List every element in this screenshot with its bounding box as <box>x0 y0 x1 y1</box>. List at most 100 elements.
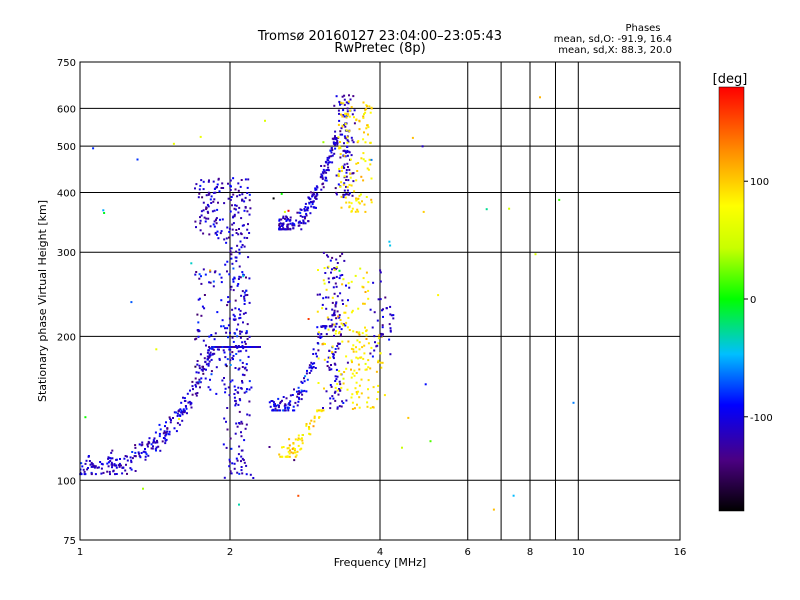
data-point <box>244 342 247 345</box>
data-point <box>240 469 243 472</box>
data-point <box>233 277 236 280</box>
data-point <box>217 201 219 204</box>
data-point <box>145 453 148 456</box>
data-point <box>225 237 228 240</box>
data-point <box>352 344 355 347</box>
data-point <box>341 283 344 286</box>
data-point <box>164 442 167 445</box>
data-point <box>223 351 226 354</box>
data-point <box>229 179 232 182</box>
data-point <box>228 300 231 303</box>
data-point <box>218 190 221 193</box>
data-point <box>353 369 356 372</box>
data-point <box>226 407 229 409</box>
data-point <box>300 380 303 383</box>
data-point <box>327 296 330 299</box>
data-point <box>159 428 162 431</box>
data-point <box>138 443 141 446</box>
data-point <box>345 169 348 171</box>
data-point <box>346 114 349 117</box>
data-point <box>238 410 241 413</box>
data-point <box>296 390 298 393</box>
data-point <box>367 396 370 399</box>
data-point <box>207 356 210 359</box>
data-point <box>212 346 215 348</box>
data-point <box>241 193 244 196</box>
data-point <box>382 333 384 336</box>
data-point <box>240 431 242 434</box>
data-point <box>363 302 366 305</box>
data-point <box>208 347 211 350</box>
data-point <box>331 314 334 317</box>
data-point <box>199 216 201 219</box>
data-point <box>275 404 278 407</box>
data-point <box>334 304 337 307</box>
data-point <box>299 438 302 441</box>
data-point <box>228 394 231 397</box>
data-point <box>198 367 201 370</box>
data-point <box>245 369 248 372</box>
data-point <box>336 407 339 410</box>
data-point <box>164 439 167 442</box>
data-point <box>281 225 284 227</box>
data-point <box>298 391 301 394</box>
data-point <box>334 325 337 328</box>
data-point <box>203 357 206 360</box>
data-point <box>342 324 345 327</box>
data-point <box>381 361 384 364</box>
data-point <box>296 211 299 214</box>
data-point <box>224 263 227 266</box>
data-point <box>292 409 294 412</box>
data-point <box>364 111 367 114</box>
data-point <box>248 414 251 417</box>
data-point <box>294 448 296 450</box>
data-point <box>235 422 238 425</box>
data-point <box>343 259 346 262</box>
data-point <box>366 105 368 108</box>
data-point <box>350 154 353 157</box>
data-point <box>322 279 325 282</box>
data-point <box>351 194 354 197</box>
data-point <box>324 179 327 182</box>
data-point <box>272 197 275 200</box>
data-point <box>225 241 228 244</box>
data-point <box>351 309 354 312</box>
data-point <box>221 218 224 221</box>
data-point <box>335 191 338 194</box>
data-point <box>234 256 237 259</box>
data-point <box>325 171 328 174</box>
data-point <box>284 407 287 409</box>
data-point <box>94 473 97 476</box>
data-point <box>246 228 249 231</box>
data-point <box>238 445 241 448</box>
data-point <box>342 402 345 404</box>
data-point <box>338 380 341 383</box>
data-point <box>379 280 382 283</box>
data-point <box>335 301 338 304</box>
data-point <box>291 224 294 227</box>
data-point <box>212 285 215 288</box>
data-point <box>154 441 157 444</box>
data-point <box>289 449 291 452</box>
data-point <box>323 358 326 361</box>
data-point <box>131 457 134 460</box>
data-point <box>155 449 157 452</box>
data-point <box>346 136 349 139</box>
data-point <box>346 189 349 192</box>
data-point <box>352 95 355 98</box>
data-point <box>223 383 226 386</box>
data-point <box>347 299 349 302</box>
data-point <box>367 133 369 136</box>
data-point <box>338 167 341 170</box>
data-point <box>369 308 372 311</box>
data-point <box>421 145 424 148</box>
data-point <box>186 392 189 395</box>
data-point <box>225 365 228 368</box>
data-point <box>322 141 325 144</box>
data-point <box>338 370 341 373</box>
data-point <box>239 309 242 312</box>
data-point <box>107 456 110 459</box>
data-point <box>392 317 395 320</box>
data-point <box>244 311 247 314</box>
data-point <box>365 127 368 130</box>
